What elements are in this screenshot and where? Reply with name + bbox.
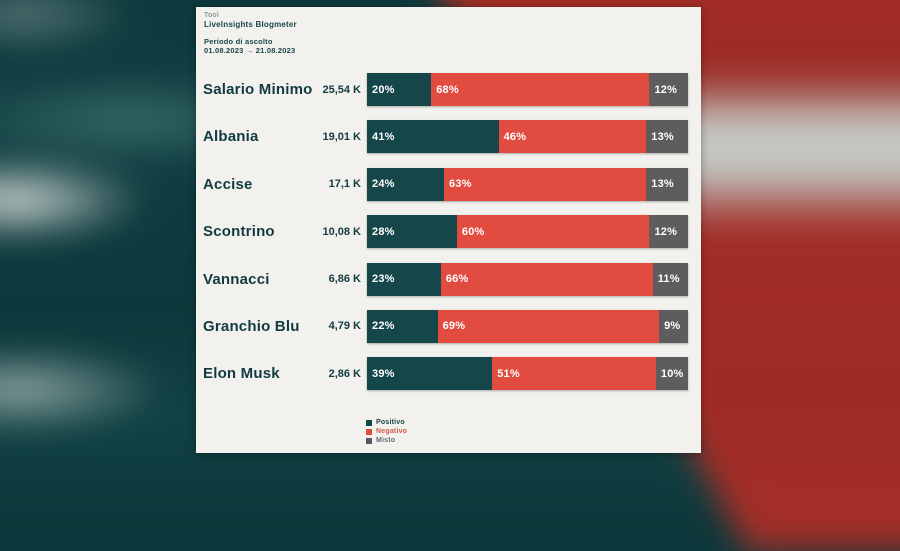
segment-value-label: 10% — [660, 367, 684, 380]
bar-segment-negativo: 66% — [440, 262, 653, 296]
stacked-bar: 41% 46% 13% — [367, 120, 688, 154]
stacked-bar: 28% 60% 12% — [367, 215, 688, 249]
tool-name: LiveInsights Blogmeter — [204, 20, 297, 29]
volume-value: 25,54 K — [322, 83, 361, 96]
category-label: Vannacci — [203, 270, 270, 288]
segment-value-label: 12% — [654, 83, 678, 96]
volume-value: 4,79 K — [328, 320, 361, 333]
legend-swatch — [366, 428, 372, 435]
stacked-bar: 24% 63% 13% — [367, 167, 688, 201]
volume-value: 19,01 K — [322, 130, 361, 143]
chart-row: Vannacci 6,86 K 23% 66% 11% — [203, 262, 688, 296]
segment-value-label: 28% — [372, 225, 395, 238]
volume-value: 17,1 K — [328, 178, 361, 191]
bar-segment-negativo: 69% — [437, 309, 660, 343]
bar-segment-misto: 13% — [646, 167, 688, 201]
stacked-bar: 22% 69% 9% — [367, 309, 688, 343]
bar-segment-negativo: 68% — [431, 73, 650, 106]
segment-value-label: 13% — [651, 130, 674, 143]
stacked-bar: 23% 66% 11% — [367, 262, 688, 296]
segment-value-label: 24% — [372, 178, 395, 191]
volume-value: 2,86 K — [328, 367, 361, 380]
segment-value-label: 22% — [372, 320, 395, 333]
segment-value-label: 51% — [497, 367, 520, 380]
bar-segment-positivo: 24% — [367, 167, 445, 201]
bar-segment-positivo: 28% — [367, 215, 457, 249]
chart-rows: Salario Minimo 25,54 K 20% 68% 12% Albania… — [203, 73, 688, 405]
legend-label: Misto — [376, 437, 396, 444]
segment-value-label: 13% — [651, 178, 674, 191]
chart-row: Elon Musk 2,86 K 39% 51% 10% — [203, 357, 688, 391]
bar-segment-misto: 12% — [649, 215, 688, 249]
category-label: Granchio Blu — [203, 317, 300, 335]
category-label: Elon Musk — [203, 365, 280, 383]
stacked-bar: 39% 51% 10% — [367, 357, 688, 391]
bar-segment-misto: 11% — [652, 262, 688, 296]
bar-segment-positivo: 20% — [367, 73, 432, 106]
legend-label: Negativo — [376, 428, 408, 435]
segment-value-label: 46% — [503, 130, 527, 143]
chart-legend: Positivo Negativo Misto — [366, 419, 407, 446]
bar-segment-misto: 13% — [646, 120, 688, 154]
bar-segment-misto: 10% — [655, 357, 688, 391]
segment-value-label: 68% — [436, 83, 459, 96]
period-value: 01.08.2023 → 21.08.2023 — [204, 46, 296, 55]
segment-value-label: 63% — [449, 178, 472, 191]
volume-value: 10,08 K — [322, 225, 361, 238]
bar-segment-negativo: 51% — [492, 357, 656, 391]
bar-segment-misto: 12% — [649, 73, 688, 106]
card-header: Tool LiveInsights Blogmeter — [204, 11, 297, 29]
legend-item: Negativo — [366, 428, 407, 435]
bar-segment-positivo: 41% — [367, 120, 499, 154]
chart-row: Scontrino 10,08 K 28% 60% 12% — [203, 215, 688, 249]
segment-value-label: 12% — [654, 225, 678, 238]
legend-swatch — [366, 437, 372, 444]
stacked-bar: 20% 68% 12% — [367, 73, 688, 106]
category-label: Accise — [203, 175, 253, 193]
period-label: Periodo di ascolto — [204, 37, 273, 46]
bar-segment-negativo: 46% — [498, 120, 647, 154]
legend-item: Misto — [366, 437, 407, 444]
bar-segment-positivo: 23% — [367, 262, 441, 296]
segment-value-label: 23% — [372, 273, 395, 286]
legend-item: Positivo — [366, 419, 407, 426]
segment-value-label: 39% — [372, 367, 395, 380]
bar-segment-positivo: 39% — [367, 357, 493, 391]
chart-row: Salario Minimo 25,54 K 20% 68% 12% — [203, 73, 688, 106]
bar-segment-misto: 9% — [659, 309, 688, 343]
legend-label: Positivo — [376, 419, 405, 426]
segment-value-label: 60% — [461, 225, 485, 238]
chart-row: Accise 17,1 K 24% 63% 13% — [203, 167, 688, 201]
segment-value-label: 41% — [372, 130, 395, 143]
bar-segment-negativo: 63% — [444, 167, 647, 201]
bar-segment-negativo: 60% — [456, 215, 650, 249]
legend-swatch — [366, 419, 372, 426]
chart-row: Albania 19,01 K 41% 46% 13% — [203, 120, 688, 154]
tool-label: Tool — [204, 12, 220, 19]
category-label: Scontrino — [203, 223, 275, 241]
segment-value-label: 69% — [442, 320, 466, 333]
segment-value-label: 9% — [664, 320, 681, 333]
chart-row: Granchio Blu 4,79 K 22% 69% 9% — [203, 309, 688, 343]
bar-segment-positivo: 22% — [367, 309, 438, 343]
category-label: Albania — [203, 128, 259, 146]
volume-value: 6,86 K — [328, 273, 361, 286]
chart-card: Tool LiveInsights Blogmeter Periodo di a… — [196, 7, 701, 453]
segment-value-label: 66% — [445, 273, 469, 286]
category-label: Salario Minimo — [203, 81, 313, 98]
listening-period: Periodo di ascolto 01.08.2023 → 21.08.20… — [204, 37, 295, 55]
segment-value-label: 20% — [372, 83, 395, 96]
segment-value-label: 11% — [657, 273, 680, 286]
